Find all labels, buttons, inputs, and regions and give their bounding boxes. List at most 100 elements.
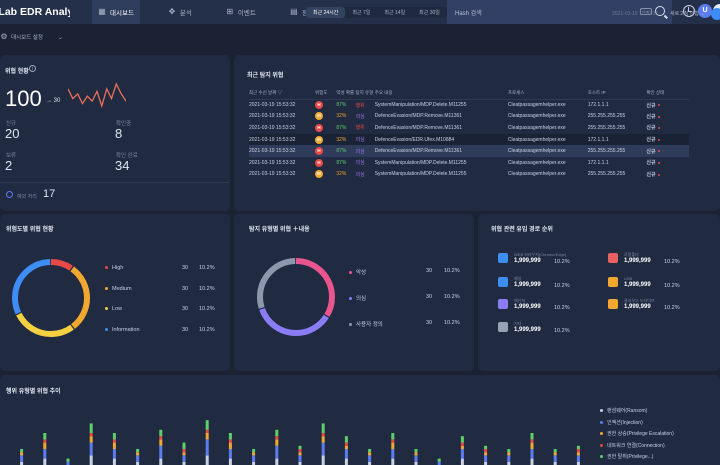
legend-item-information[interactable]: Information xyxy=(105,327,140,333)
inflow-percent: 10.2% xyxy=(554,259,570,265)
cell-status[interactable]: 신규 xyxy=(646,133,689,146)
table-row[interactable]: 2021-03-19 15:53:32 H 87% 행위 DefenceEvasion/… xyxy=(249,122,689,134)
legend-item-medium[interactable]: Medium xyxy=(105,286,132,292)
refresh-label: 새로고침 안함 xyxy=(670,11,699,17)
stat-value-new[interactable]: 20 xyxy=(5,126,20,141)
column-header[interactable]: 프로세스 xyxy=(507,88,588,100)
source-icon xyxy=(498,322,508,332)
trend-bar-segment xyxy=(391,433,395,440)
legend-item-item-1[interactable]: 의심 xyxy=(349,294,366,302)
source-icon xyxy=(608,253,618,263)
trend-bar-segment xyxy=(530,449,534,459)
app-title: nLab EDR Analyzer xyxy=(0,6,70,18)
inflow-item[interactable]: 메신저 1,999,999 10.2% xyxy=(498,298,608,319)
stat-value-hold[interactable]: 2 xyxy=(5,158,13,173)
table-row[interactable]: 2021-03-19 15:53:32 H 87% 의심 DefenceEvasion/… xyxy=(249,145,689,157)
cell-level: M xyxy=(315,133,337,146)
table-row[interactable]: 2021-03-19 15:53:32 M 32% 의심 DefenceEvasion/… xyxy=(249,133,689,146)
cell-status[interactable]: 신규 xyxy=(646,169,689,181)
dashboard-setting-button[interactable]: ⚙ 대시보드 설정 ⌄ xyxy=(0,33,63,42)
legend-dot-icon xyxy=(349,297,352,301)
info-icon[interactable]: i xyxy=(29,65,36,72)
trend-bar-segment xyxy=(530,433,534,440)
table-row[interactable]: 2021-03-19 15:53:32 M 32% 의심 DefenceEvasion/… xyxy=(249,111,689,123)
cell-status[interactable]: 신규 xyxy=(646,157,689,169)
nav-label: 분석 xyxy=(179,10,192,17)
range-button[interactable]: 최근 7일 xyxy=(352,10,371,16)
trend-bar-segment xyxy=(275,436,279,440)
avatar[interactable]: U xyxy=(698,4,712,18)
legend-label: Low xyxy=(112,306,123,312)
search-icon[interactable] xyxy=(655,6,665,16)
trend-bar-segment xyxy=(553,455,557,462)
column-header[interactable]: 탐지 유형 xyxy=(355,88,375,100)
cell-status[interactable]: 신규 xyxy=(646,99,689,111)
trend-bar-segment xyxy=(159,439,163,446)
cell-content: SystemManipulation/MDP.Delete.M11255 xyxy=(374,171,467,178)
trend-legend-item[interactable]: 권한 상승(Privilege Escalation) xyxy=(600,430,674,437)
trend-bar-segment xyxy=(275,429,279,437)
column-header[interactable]: 주요 내용 xyxy=(374,88,508,100)
range-button[interactable]: 최근 30일 xyxy=(419,10,440,16)
exception-value[interactable]: 17 xyxy=(43,188,56,200)
hash-search-input[interactable]: Hash 검색 Ctrl xyxy=(447,0,672,24)
inflow-item[interactable]: 로컬폴더 1,999,999 10.2% xyxy=(608,252,718,273)
legend-label: 의심 xyxy=(356,296,367,302)
trend-legend-item[interactable]: 네트워크 연결(Connection) xyxy=(600,442,665,449)
trend-bar-segment xyxy=(228,458,232,465)
legend-item-low[interactable]: Low xyxy=(105,306,122,312)
trend-bar-segment xyxy=(20,452,24,456)
inflow-item[interactable]: 클라우드 드라이브 1,999,999 10.2% xyxy=(608,298,718,319)
sync-button[interactable] xyxy=(711,8,720,20)
nav-item-0[interactable]: ▦ 대시보드 xyxy=(92,0,140,24)
inflow-item[interactable]: 메일 1,999,999 10.2% xyxy=(498,276,608,297)
column-header[interactable]: 확인 상태 xyxy=(646,88,689,100)
trend-bar-segment xyxy=(136,461,140,465)
trend-bar-segment xyxy=(252,461,256,465)
trend-bar-segment xyxy=(252,452,256,456)
range-button[interactable]: 최근 24시간 xyxy=(306,7,346,18)
trend-bar-segment xyxy=(460,445,464,449)
cell-status[interactable]: 신규 xyxy=(646,122,689,134)
table-row[interactable]: 2021-03-19 15:53:32 M 32% 의심 SystemManipulat… xyxy=(249,169,689,181)
stat-value-checking[interactable]: 8 xyxy=(115,126,123,141)
nav-item-1[interactable]: ✥ 분석 xyxy=(162,0,198,24)
cell-status[interactable]: 신규 xyxy=(646,111,689,123)
history-icon[interactable] xyxy=(683,5,695,17)
trend-bar-segment xyxy=(205,439,209,456)
column-header[interactable]: 악성 확률 xyxy=(336,88,356,100)
trend-legend-item[interactable]: 권한 탈취(Privilege...) xyxy=(600,453,653,460)
inflow-item[interactable]: 기타 1,999,999 10.2% xyxy=(498,321,608,342)
trend-bar-segment xyxy=(507,461,511,465)
trend-bar-segment xyxy=(368,449,372,453)
inflow-item[interactable]: WEB 브라우저(Chrome/Edge) 1,999,999 10.2% xyxy=(498,252,608,273)
column-header[interactable]: 위험도 xyxy=(315,88,337,100)
trend-bar-segment xyxy=(344,449,348,459)
inflow-item[interactable]: USB 1,999,999 10.2% xyxy=(608,276,718,297)
trend-legend-item[interactable]: 인젝션(Injection) xyxy=(600,419,643,426)
column-header[interactable]: 최근 수신 날짜 ▽ xyxy=(249,88,316,100)
range-button[interactable]: 최근 14일 xyxy=(384,10,406,16)
inflow-value: 1,999,999 xyxy=(624,282,651,288)
trend-legend-label: 권한 탈취(Privilege...) xyxy=(607,454,654,460)
cell-host-ip: 172.1.1.1 xyxy=(587,102,609,109)
by-level-title: 위험도별 위협 현황 xyxy=(6,227,54,233)
nav-label: 대시보드 xyxy=(110,10,134,17)
nav-item-2[interactable]: ⊞ 이벤트 xyxy=(220,0,262,24)
column-header[interactable]: 호스트 IP xyxy=(587,88,647,100)
trend-legend-item[interactable]: 랜섬웨어(Ransom) xyxy=(600,407,647,414)
stat-label-hold: 보류 xyxy=(6,153,17,159)
trend-bar-segment xyxy=(252,449,256,453)
legend-item-high[interactable]: High xyxy=(105,265,123,271)
cell-status[interactable]: 신규 xyxy=(646,145,689,157)
legend-item-item-2[interactable]: 사용자 정의 xyxy=(349,320,383,328)
trend-bar-segment xyxy=(182,442,186,449)
stat-value-done[interactable]: 34 xyxy=(115,158,130,173)
refresh-select[interactable]: 새로고침 안함 ⌄ xyxy=(670,11,705,17)
trend-bar-segment xyxy=(391,439,395,443)
legend-item-item-0[interactable]: 악성 xyxy=(349,268,366,276)
table-row[interactable]: 2021-03-19 15:53:32 H 87% 행위 SystemManipulat… xyxy=(249,99,689,111)
trend-bar-segment xyxy=(321,423,325,433)
cell-content: DefenceEvasion/MDP.Remove.M11361 xyxy=(374,145,508,157)
table-row[interactable]: 2021-03-19 15:53:32 H 87% 의심 SystemManipulat… xyxy=(249,157,689,169)
